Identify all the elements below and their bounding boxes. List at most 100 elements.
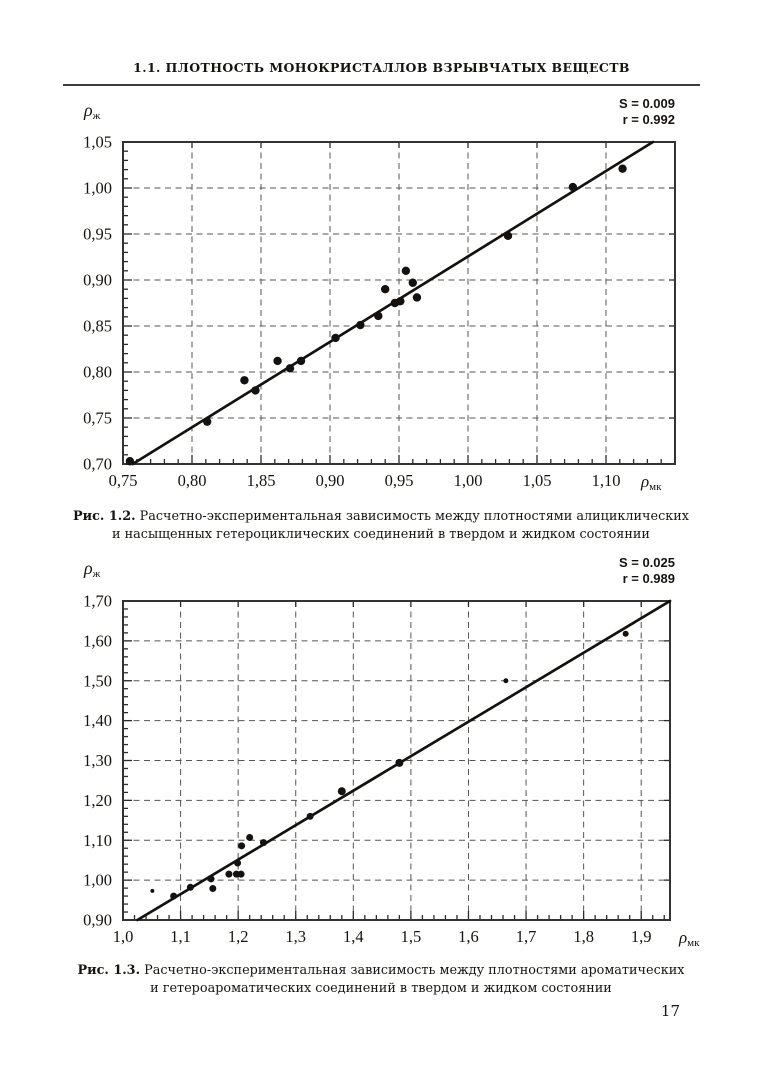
rho-symbol: ρ	[84, 100, 93, 120]
y-tick-label: 0,75	[83, 409, 112, 428]
data-point	[209, 884, 217, 892]
y-tick-label: 1,00	[83, 871, 112, 890]
data-point	[125, 457, 135, 466]
x-tick-label: 1,85	[247, 471, 276, 490]
header-rule	[63, 84, 700, 86]
chart2-y-axis-label: ρж	[84, 558, 100, 580]
data-point	[503, 678, 509, 684]
x-tick-label: 1,00	[454, 471, 483, 490]
data-point	[251, 386, 260, 395]
chart2-stats: S = 0.025 r = 0.989	[475, 555, 675, 587]
data-point	[622, 630, 629, 637]
chart2-x-axis-label: ρмк	[679, 928, 699, 949]
data-point	[240, 376, 249, 385]
plot-frame	[122, 141, 676, 465]
chart2-caption-label: Рис. 1.3.	[77, 963, 141, 978]
data-point	[408, 278, 417, 287]
data-point	[225, 870, 233, 878]
data-point	[259, 839, 267, 847]
chart2-caption-line2: и гетероароматических соединений в тверд…	[150, 980, 612, 996]
x-tick-label: 1,7	[516, 927, 537, 946]
y-tick-label: 0,80	[83, 363, 112, 382]
data-point	[374, 311, 383, 321]
chart1-caption-line2: и насыщенных гетероциклических соединени…	[112, 526, 650, 542]
rho-symbol: ρ	[679, 928, 688, 947]
data-point	[246, 833, 254, 841]
data-point	[381, 285, 390, 294]
data-point	[273, 356, 282, 366]
y-tick-label: 0,90	[83, 271, 112, 290]
chart2-stat-r: r = 0.989	[622, 571, 675, 586]
data-point	[238, 842, 246, 850]
rho-subscript: ж	[92, 110, 101, 122]
chart2-caption-line1: Расчетно-экспериментальная зависимость м…	[144, 963, 685, 978]
data-point	[412, 293, 422, 302]
y-tick-label: 1,10	[83, 831, 112, 850]
data-point	[395, 758, 404, 767]
data-point	[285, 364, 295, 373]
chart2-caption: Рис. 1.3. Расчетно-экспериментальная зав…	[64, 962, 698, 997]
data-point	[503, 231, 513, 241]
x-tick-label: 1,2	[228, 927, 249, 946]
data-point	[568, 182, 578, 192]
y-tick-label: 1,05	[83, 133, 112, 152]
x-tick-label: 1,0	[113, 927, 134, 946]
chart1-stat-r: r = 0.992	[622, 112, 675, 127]
y-tick-label: 1,30	[83, 751, 112, 770]
chart2-plot-area: 1,0 1,1 1,2 1,3 1,4 1,5 1,6 1,7 1,8 1,9 0,90 1,00 1,…	[83, 592, 672, 946]
data-point	[306, 812, 314, 820]
y-tick-label: 0,70	[83, 455, 112, 474]
data-point	[401, 266, 411, 275]
chart1-stat-s: S = 0.009	[618, 96, 675, 111]
y-tick-label: 1,00	[83, 179, 112, 198]
x-tick-label: 1,6	[458, 927, 479, 946]
data-point	[618, 164, 627, 173]
regression-line	[136, 599, 672, 922]
rho-symbol: ρ	[641, 472, 650, 491]
plot-frame	[122, 600, 671, 921]
x-tick-label: 1,4	[343, 927, 364, 946]
chart2-stat-s: S = 0.025	[618, 555, 675, 570]
data-point	[202, 417, 212, 426]
y-tick-label: 0,85	[83, 317, 112, 336]
x-tick-label: 1,9	[631, 927, 652, 946]
chart1-plot-area: 0,75 0,80 1,85 0,90 0,95 1,00 1,05 1,100,700,75…	[83, 133, 676, 490]
data-point	[237, 870, 245, 878]
y-tick-label: 1,50	[83, 671, 112, 690]
x-tick-label: 1,8	[573, 927, 594, 946]
data-point	[170, 892, 178, 900]
page-header: 1.1. ПЛОТНОСТЬ МОНОКРИСТАЛЛОВ ВЗРЫВЧАТЫХ…	[133, 60, 630, 75]
rho-subscript: ж	[92, 568, 101, 580]
y-tick-label: 1,20	[83, 791, 112, 810]
chart1-stats: S = 0.009 r = 0.992	[475, 96, 675, 128]
y-tick-label: 0,95	[83, 225, 112, 244]
rho-symbol: ρ	[84, 558, 93, 578]
data-point	[150, 888, 155, 893]
data-point	[296, 356, 306, 366]
data-point	[234, 859, 242, 867]
x-tick-label: 0,80	[178, 471, 207, 490]
rho-subscript: мк	[649, 481, 662, 493]
x-tick-label: 1,3	[285, 927, 306, 946]
data-point	[331, 333, 340, 343]
chart1-caption-label: Рис. 1.2.	[73, 509, 136, 524]
x-tick-label: 1,1	[170, 927, 191, 946]
data-point	[337, 787, 346, 796]
x-tick-label: 0,75	[109, 471, 138, 490]
chart1-caption: Рис. 1.2. Расчетно-экспериментальная зав…	[64, 508, 698, 543]
y-tick-label: 1,70	[83, 592, 112, 611]
y-tick-label: 0,90	[83, 911, 112, 930]
y-tick-label: 1,60	[83, 631, 112, 650]
x-tick-label: 1,10	[592, 471, 621, 490]
chart1-caption-line1: Расчетно-экспериментальная зависимость м…	[139, 509, 689, 524]
rho-subscript: мк	[687, 937, 700, 949]
x-tick-label: 0,95	[385, 471, 414, 490]
chart1-y-axis-label: ρж	[84, 100, 100, 122]
y-tick-label: 1,40	[83, 711, 112, 730]
data-point	[356, 320, 365, 330]
data-point	[396, 296, 405, 306]
data-point	[207, 875, 215, 883]
x-tick-label: 0,90	[316, 471, 345, 490]
page-number: 17	[660, 1002, 680, 1020]
